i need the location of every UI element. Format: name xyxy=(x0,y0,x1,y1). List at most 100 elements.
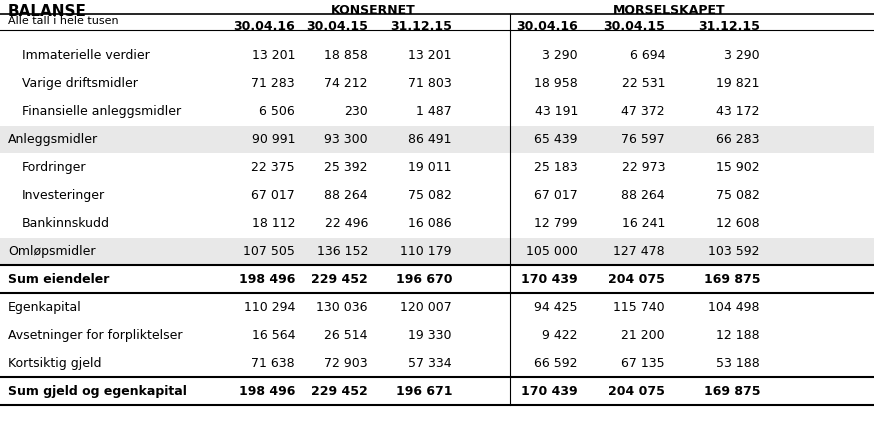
Text: 196 671: 196 671 xyxy=(396,385,452,397)
Bar xyxy=(0,266,874,293)
Text: 67 017: 67 017 xyxy=(534,188,578,202)
Text: 115 740: 115 740 xyxy=(614,301,665,313)
Text: Kortsiktig gjeld: Kortsiktig gjeld xyxy=(8,356,101,370)
Text: 169 875: 169 875 xyxy=(704,385,760,397)
Text: 229 452: 229 452 xyxy=(311,385,368,397)
Text: 47 372: 47 372 xyxy=(621,105,665,117)
Bar xyxy=(0,42,874,69)
Text: 19 011: 19 011 xyxy=(408,161,452,173)
Text: 18 112: 18 112 xyxy=(252,216,295,230)
Text: Sum gjeld og egenkapital: Sum gjeld og egenkapital xyxy=(8,385,187,397)
Bar xyxy=(0,294,874,321)
Text: 43 191: 43 191 xyxy=(535,105,578,117)
Text: 13 201: 13 201 xyxy=(252,48,295,62)
Text: 74 212: 74 212 xyxy=(324,77,368,89)
Text: Sum eiendeler: Sum eiendeler xyxy=(8,272,109,286)
Text: 66 592: 66 592 xyxy=(535,356,578,370)
Text: Immaterielle verdier: Immaterielle verdier xyxy=(22,48,149,62)
Text: Bankinnskudd: Bankinnskudd xyxy=(22,216,110,230)
Text: 198 496: 198 496 xyxy=(239,385,295,397)
Text: 130 036: 130 036 xyxy=(316,301,368,313)
Bar xyxy=(0,350,874,377)
Bar xyxy=(0,0,874,30)
Text: 12 799: 12 799 xyxy=(535,216,578,230)
Text: 196 670: 196 670 xyxy=(396,272,452,286)
Text: 31.12.15: 31.12.15 xyxy=(698,20,760,33)
Text: Investeringer: Investeringer xyxy=(22,188,105,202)
Text: 67 017: 67 017 xyxy=(251,188,295,202)
Text: 86 491: 86 491 xyxy=(408,132,452,146)
Text: 230: 230 xyxy=(344,105,368,117)
Text: 31.12.15: 31.12.15 xyxy=(390,20,452,33)
Text: 107 505: 107 505 xyxy=(243,245,295,257)
Text: Varige driftsmidler: Varige driftsmidler xyxy=(22,77,138,89)
Text: 229 452: 229 452 xyxy=(311,272,368,286)
Text: 30.04.16: 30.04.16 xyxy=(233,20,295,33)
Text: 16 086: 16 086 xyxy=(408,216,452,230)
Text: 3 290: 3 290 xyxy=(725,48,760,62)
Text: Fordringer: Fordringer xyxy=(22,161,87,173)
Text: 90 991: 90 991 xyxy=(252,132,295,146)
Text: 67 135: 67 135 xyxy=(621,356,665,370)
Text: 110 179: 110 179 xyxy=(400,245,452,257)
Text: Egenkapital: Egenkapital xyxy=(8,301,82,313)
Text: 18 858: 18 858 xyxy=(324,48,368,62)
Text: 12 188: 12 188 xyxy=(717,329,760,341)
Text: BALANSE: BALANSE xyxy=(8,4,87,19)
Text: 19 330: 19 330 xyxy=(408,329,452,341)
Text: 22 496: 22 496 xyxy=(324,216,368,230)
Text: 22 375: 22 375 xyxy=(252,161,295,173)
Text: 57 334: 57 334 xyxy=(408,356,452,370)
Text: Omløpsmidler: Omløpsmidler xyxy=(8,245,95,257)
Bar xyxy=(0,210,874,237)
Text: 3 290: 3 290 xyxy=(543,48,578,62)
Text: 88 264: 88 264 xyxy=(324,188,368,202)
Bar xyxy=(0,98,874,125)
Text: KONSERNET: KONSERNET xyxy=(331,4,416,17)
Text: Avsetninger for forpliktelser: Avsetninger for forpliktelser xyxy=(8,329,183,341)
Text: 22 531: 22 531 xyxy=(621,77,665,89)
Text: 15 902: 15 902 xyxy=(717,161,760,173)
Text: 13 201: 13 201 xyxy=(408,48,452,62)
Text: 22 973: 22 973 xyxy=(621,161,665,173)
Bar xyxy=(0,182,874,209)
Text: 76 597: 76 597 xyxy=(621,132,665,146)
Text: 72 903: 72 903 xyxy=(324,356,368,370)
Text: 26 514: 26 514 xyxy=(324,329,368,341)
Text: 43 172: 43 172 xyxy=(717,105,760,117)
Text: 16 564: 16 564 xyxy=(252,329,295,341)
Text: Anleggsmidler: Anleggsmidler xyxy=(8,132,98,146)
Text: 94 425: 94 425 xyxy=(535,301,578,313)
Bar xyxy=(0,238,874,265)
Text: 93 300: 93 300 xyxy=(324,132,368,146)
Text: 21 200: 21 200 xyxy=(621,329,665,341)
Text: 71 803: 71 803 xyxy=(408,77,452,89)
Text: 104 498: 104 498 xyxy=(709,301,760,313)
Text: 71 283: 71 283 xyxy=(252,77,295,89)
Text: 105 000: 105 000 xyxy=(526,245,578,257)
Text: 75 082: 75 082 xyxy=(408,188,452,202)
Bar xyxy=(0,322,874,349)
Text: 12 608: 12 608 xyxy=(717,216,760,230)
Text: 18 958: 18 958 xyxy=(534,77,578,89)
Text: 75 082: 75 082 xyxy=(716,188,760,202)
Text: 53 188: 53 188 xyxy=(717,356,760,370)
Text: 6 694: 6 694 xyxy=(629,48,665,62)
Text: 204 075: 204 075 xyxy=(608,272,665,286)
Text: 170 439: 170 439 xyxy=(522,272,578,286)
Text: 66 283: 66 283 xyxy=(717,132,760,146)
Text: 25 392: 25 392 xyxy=(324,161,368,173)
Text: 16 241: 16 241 xyxy=(621,216,665,230)
Text: Alle tall i hele tusen: Alle tall i hele tusen xyxy=(8,16,119,26)
Text: 198 496: 198 496 xyxy=(239,272,295,286)
Bar xyxy=(0,70,874,97)
Text: 169 875: 169 875 xyxy=(704,272,760,286)
Bar xyxy=(0,126,874,153)
Text: 19 821: 19 821 xyxy=(717,77,760,89)
Text: MORSELSKAPET: MORSELSKAPET xyxy=(613,4,725,17)
Text: 120 007: 120 007 xyxy=(400,301,452,313)
Text: 65 439: 65 439 xyxy=(535,132,578,146)
Text: Finansielle anleggsmidler: Finansielle anleggsmidler xyxy=(22,105,181,117)
Text: 136 152: 136 152 xyxy=(316,245,368,257)
Text: 204 075: 204 075 xyxy=(608,385,665,397)
